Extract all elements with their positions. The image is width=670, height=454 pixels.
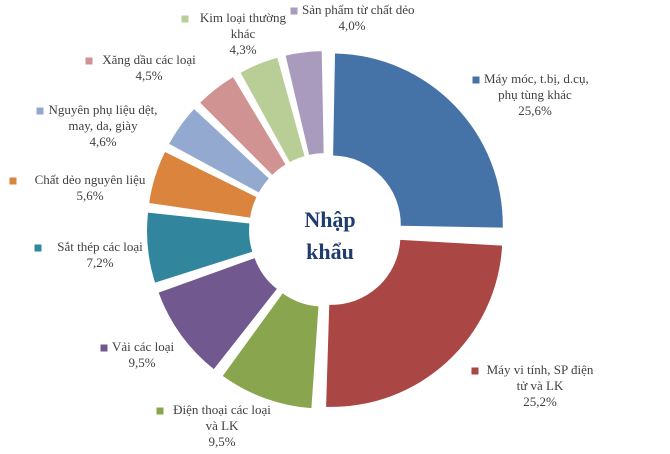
slice-value-label: 9,5% bbox=[208, 434, 235, 449]
slice-value-label: 9,5% bbox=[128, 355, 155, 370]
pie-slice bbox=[285, 51, 324, 155]
slice-value-label: 4,3% bbox=[229, 42, 256, 57]
slice-value-label: 7,2% bbox=[86, 255, 113, 270]
legend-marker bbox=[34, 244, 42, 252]
legend-marker bbox=[9, 177, 17, 185]
slice-category-label: và LK bbox=[206, 418, 239, 433]
legend-marker bbox=[472, 76, 480, 84]
slice-category-label: Nguyên phụ liệu dệt, bbox=[48, 102, 157, 117]
slice-category-label: Xăng dầu các loại bbox=[102, 52, 196, 67]
slice-value-label: 25,2% bbox=[523, 394, 557, 409]
pie-slice bbox=[149, 151, 257, 218]
legend-marker bbox=[85, 57, 93, 65]
slice-category-label: Máy móc, t.bị, d.cụ, bbox=[484, 71, 589, 86]
slice-value-label: 4,6% bbox=[89, 134, 116, 149]
pie-slice bbox=[158, 258, 277, 370]
center-label-line-1: Nhập bbox=[304, 207, 355, 232]
slice-category-label: Kim loại thường bbox=[200, 10, 287, 25]
slice-category-label: Điện thoại các loại bbox=[173, 402, 271, 417]
slice-category-label: phụ tùng khác bbox=[498, 87, 572, 102]
legend-marker bbox=[36, 107, 44, 115]
pie-slice bbox=[240, 57, 305, 163]
pie-slice bbox=[147, 212, 253, 283]
slice-value-label: 25,6% bbox=[518, 103, 552, 118]
pie-slice bbox=[222, 293, 319, 409]
slice-category-label: khác bbox=[231, 26, 256, 41]
slice-category-label: Sản phẩm từ chất dẻo bbox=[302, 2, 414, 17]
legend-marker bbox=[471, 367, 479, 375]
slice-value-label: 4,0% bbox=[338, 18, 365, 33]
center-label-line-2: khẩu bbox=[306, 239, 354, 264]
slice-value-label: 5,6% bbox=[76, 188, 103, 203]
slice-category-label: Sắt thép các loại bbox=[57, 239, 143, 254]
slice-value-label: 4,5% bbox=[135, 68, 162, 83]
slice-category-label: Máy vi tính, SP điện bbox=[487, 362, 594, 377]
slice-category-label: Chất dẻo nguyên liệu bbox=[35, 172, 146, 187]
slices-layer bbox=[147, 51, 503, 409]
pie-slice bbox=[326, 239, 503, 407]
slice-category-label: Vải các loại bbox=[112, 339, 174, 354]
pie-slice bbox=[200, 77, 286, 175]
legend-marker bbox=[290, 7, 298, 15]
legend-marker bbox=[100, 344, 108, 352]
pie-slice bbox=[169, 109, 269, 193]
slice-category-label: tử và LK bbox=[517, 378, 564, 393]
slice-category-label: may, da, giày bbox=[68, 118, 138, 133]
legend-marker bbox=[156, 407, 164, 415]
pie-slice bbox=[333, 53, 503, 228]
legend-marker bbox=[181, 15, 189, 23]
